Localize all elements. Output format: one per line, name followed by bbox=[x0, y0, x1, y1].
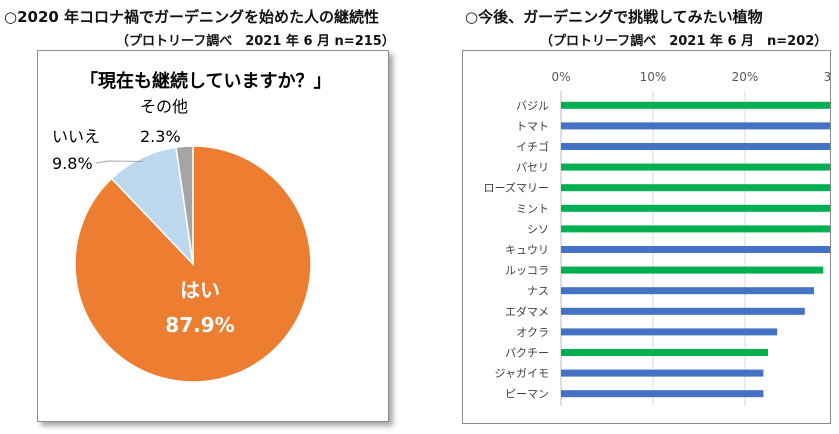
bar-5 bbox=[561, 204, 839, 212]
pie-value-other: 2.3% bbox=[140, 127, 181, 146]
bar-chart-frame: 0%10%20%30%40%50% バジルトマトイチゴパセリローズマリーミントシ… bbox=[462, 50, 839, 424]
bar-6 bbox=[561, 225, 833, 233]
category-label: エダマメ bbox=[505, 304, 549, 318]
bar-12 bbox=[561, 349, 768, 356]
pie-chart-subtitle: （プロトリーフ調べ 2021 年 6 月 n=215） bbox=[116, 34, 395, 49]
category-label: ナス bbox=[527, 285, 549, 298]
pie-value-yes: 87.9% bbox=[165, 313, 234, 337]
bar-3 bbox=[561, 163, 839, 171]
bar-13 bbox=[561, 369, 764, 377]
bar-0 bbox=[561, 101, 839, 109]
pie-chart-title: ○2020 年コロナ禍でガーデニングを始めた人の継続性 bbox=[4, 8, 380, 26]
category-label: トマト bbox=[516, 120, 549, 133]
bar-14 bbox=[561, 390, 764, 398]
pie-chart: 「現在も継続していますか？」 はい 87.9% いいえ 9.8% その他 2.3% bbox=[52, 70, 331, 383]
category-label: ミント bbox=[516, 202, 549, 215]
x-tick-label: 0% bbox=[551, 70, 570, 84]
pie-leader-line-no bbox=[95, 160, 144, 164]
category-label: バジル bbox=[516, 99, 549, 112]
bar-11 bbox=[561, 328, 778, 336]
bar-2 bbox=[561, 143, 839, 150]
bar-chart-subtitle: （プロトリーフ調べ 2021 年 6 月 n=202） bbox=[540, 34, 828, 49]
bar-7 bbox=[561, 246, 833, 253]
pie-label-other: その他 bbox=[140, 97, 188, 116]
pie-label-no: いいえ bbox=[52, 127, 100, 146]
category-label: ジャガイモ bbox=[495, 367, 549, 380]
category-label: オクラ bbox=[516, 326, 549, 339]
pie-value-no: 9.8% bbox=[52, 154, 93, 173]
category-label: キュウリ bbox=[505, 244, 549, 257]
bar-chart: 0%10%20%30%40%50% バジルトマトイチゴパセリローズマリーミントシ… bbox=[484, 70, 839, 406]
pie-slice-1 bbox=[110, 146, 195, 267]
bar-8 bbox=[561, 266, 824, 274]
bar-4 bbox=[561, 184, 839, 192]
x-tick-label: 20% bbox=[732, 70, 759, 84]
x-tick-label: 10% bbox=[640, 70, 667, 84]
category-label: イチゴ bbox=[516, 140, 549, 154]
pie-label-yes: はい bbox=[180, 278, 220, 302]
bar-9 bbox=[561, 287, 814, 295]
x-tick-label: 30% bbox=[824, 70, 830, 84]
bar-10 bbox=[561, 307, 805, 315]
category-label: パクチー bbox=[505, 347, 549, 360]
category-label: ローズマリー bbox=[484, 181, 549, 195]
pie-slice-2 bbox=[175, 145, 194, 265]
bar-1 bbox=[561, 122, 839, 130]
bar-chart-title: ○今後、ガーデニングで挑戦してみたい植物 bbox=[465, 8, 763, 26]
category-label: ピーマン bbox=[505, 388, 549, 401]
category-label: シソ bbox=[527, 223, 549, 236]
category-label: ルッコラ bbox=[505, 264, 549, 277]
category-label: パセリ bbox=[516, 161, 549, 174]
pie-question: 「現在も継続していますか？」 bbox=[80, 70, 331, 92]
pie-chart-frame: 「現在も継続していますか？」 はい 87.9% いいえ 9.8% その他 2.3% bbox=[37, 50, 389, 422]
